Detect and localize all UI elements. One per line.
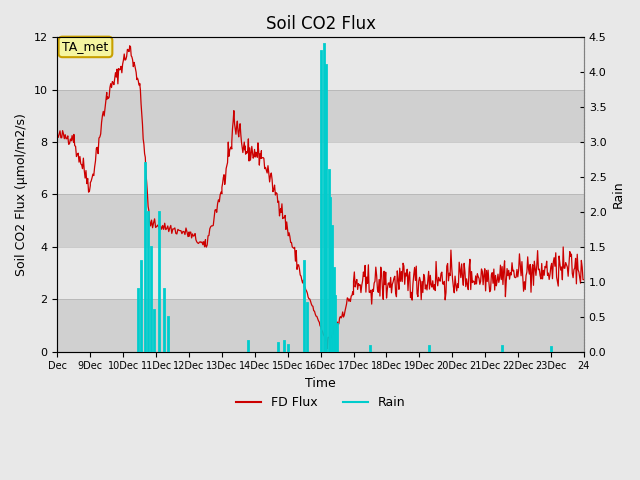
- Y-axis label: Rain: Rain: [612, 180, 625, 208]
- Bar: [58, 90, 584, 142]
- Text: TA_met: TA_met: [62, 40, 109, 53]
- Bar: [58, 194, 584, 247]
- X-axis label: Time: Time: [305, 377, 336, 390]
- Y-axis label: Soil CO2 Flux (μmol/m2/s): Soil CO2 Flux (μmol/m2/s): [15, 113, 28, 276]
- Bar: [58, 37, 584, 90]
- Legend: FD Flux, Rain: FD Flux, Rain: [231, 391, 410, 414]
- Bar: [58, 247, 584, 299]
- Bar: [58, 142, 584, 194]
- Bar: [58, 299, 584, 351]
- Title: Soil CO2 Flux: Soil CO2 Flux: [266, 15, 376, 33]
